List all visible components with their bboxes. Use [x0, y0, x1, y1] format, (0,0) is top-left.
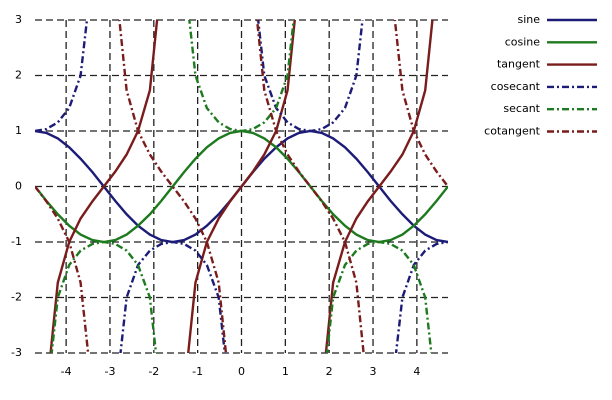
x-tick-label: -2	[148, 365, 159, 378]
y-tick-label: 0	[15, 180, 22, 193]
y-tick-label: -3	[11, 346, 22, 359]
x-tick-label: 2	[326, 365, 333, 378]
x-tick-label: 0	[238, 365, 245, 378]
series-line	[49, 20, 434, 353]
legend-label: tangent	[497, 58, 541, 71]
legend-label: sine	[517, 13, 540, 26]
legend-label: cosine	[505, 35, 541, 48]
legend-label: cosecant	[491, 80, 541, 93]
series-line	[35, 20, 448, 353]
y-tick-label: 2	[15, 69, 22, 82]
y-tick-label: -2	[11, 291, 22, 304]
y-tick-label: 3	[15, 13, 22, 26]
plot-area	[35, 20, 448, 353]
legend-label: secant	[503, 102, 540, 115]
x-tick-label: -4	[61, 365, 72, 378]
x-tick-label: 1	[282, 365, 289, 378]
x-tick-label: -1	[192, 365, 203, 378]
series-line	[50, 20, 433, 353]
x-tick-label: 3	[370, 365, 377, 378]
legend-label: cotangent	[484, 125, 541, 138]
x-tick-label: -3	[104, 365, 115, 378]
x-tick-label: 4	[413, 365, 420, 378]
y-tick-label: 1	[15, 124, 22, 137]
y-tick-label: -1	[11, 235, 22, 248]
